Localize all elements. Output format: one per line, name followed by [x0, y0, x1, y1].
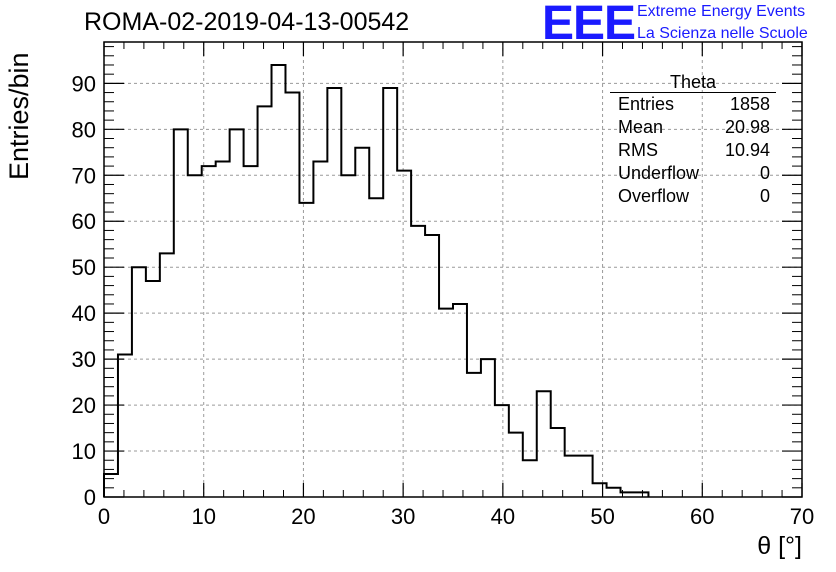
histogram-bin: [579, 456, 593, 497]
stats-row-underflow: Underflow 0: [610, 162, 776, 185]
histogram-bin: [593, 483, 607, 497]
histogram-bin: [411, 226, 425, 497]
stats-value: 10.94: [724, 140, 770, 160]
histogram-bin: [439, 309, 453, 497]
histogram-bin: [202, 166, 216, 497]
histogram-bin: [272, 65, 286, 497]
y-tick-label: 70: [72, 163, 96, 188]
histogram-bin: [244, 166, 258, 497]
grid-lines: [104, 42, 802, 497]
x-tick-label: 40: [491, 504, 515, 529]
histogram-bin: [118, 355, 132, 497]
x-tick-label: 10: [191, 504, 215, 529]
stats-label: Overflow: [618, 186, 690, 206]
histogram-bin: [495, 405, 509, 497]
y-tick-label: 0: [84, 485, 96, 510]
page-title: ROMA-02-2019-04-13-00542: [84, 8, 410, 36]
histogram-bin: [551, 428, 565, 497]
x-tick-label: 60: [690, 504, 714, 529]
stats-row-entries: Entries 1858: [610, 93, 776, 116]
y-tick-label: 60: [72, 209, 96, 234]
eee-logo: EEE: [542, 0, 636, 50]
y-tick-label: 80: [72, 117, 96, 142]
stats-value: 1858: [729, 94, 770, 114]
axis-ticks: [103, 42, 803, 498]
histogram-bin: [509, 433, 523, 497]
stats-label: RMS: [618, 140, 658, 160]
histogram-bin: [369, 198, 383, 497]
histogram-bin: [299, 203, 313, 497]
histogram-bin: [383, 88, 397, 497]
y-axis-label: Entries/bin: [4, 52, 34, 180]
stats-value: 0: [759, 186, 770, 206]
histogram-bin: [355, 148, 369, 497]
histogram-bin: [104, 474, 118, 497]
axis-tick-labels: 0 10 20 30 40 50 60 70 0 10 20 30 40 50 60 70 80 90: [72, 71, 815, 529]
stats-label: Underflow: [618, 163, 700, 183]
x-tick-label: 30: [391, 504, 415, 529]
histogram-bin: [258, 106, 272, 497]
histogram-bin: [327, 88, 341, 497]
stats-row-overflow: Overflow 0: [610, 185, 776, 208]
histogram-bin: [285, 93, 299, 497]
y-tick-label: 40: [72, 301, 96, 326]
stats-box-title: Theta: [610, 72, 776, 93]
histogram-bin: [313, 161, 327, 497]
histogram-bin: [565, 456, 579, 497]
histogram-bin: [160, 253, 174, 497]
histogram-bin: [397, 171, 411, 497]
histogram-bin: [146, 281, 160, 497]
y-tick-label: 20: [72, 393, 96, 418]
histogram-bin: [188, 175, 202, 497]
histogram-bin: [216, 161, 230, 497]
stats-row-rms: RMS 10.94: [610, 139, 776, 162]
histogram-bin: [523, 460, 537, 497]
y-tick-label: 30: [72, 347, 96, 372]
x-tick-label: 0: [98, 504, 110, 529]
y-tick-label: 90: [72, 71, 96, 96]
logo-subtitle-line1: Extreme Energy Events: [637, 3, 806, 20]
stats-row-mean: Mean 20.98: [610, 116, 776, 139]
y-tick-label: 50: [72, 255, 96, 280]
histogram-bin: [174, 129, 188, 497]
x-tick-label: 70: [790, 504, 814, 529]
histogram-bin: [230, 129, 244, 497]
histogram-bin: [481, 359, 495, 497]
x-tick-label: 20: [291, 504, 315, 529]
stats-value: 0: [759, 163, 770, 183]
histogram-bin: [341, 175, 355, 497]
x-axis-label: θ [°]: [757, 532, 802, 560]
histogram-line: [103, 63, 650, 497]
stats-value: 20.98: [724, 117, 770, 137]
histogram-bin: [425, 235, 439, 497]
histogram-bin: [132, 267, 146, 497]
y-tick-label: 10: [72, 439, 96, 464]
histogram-series: [103, 63, 650, 497]
stats-label: Mean: [618, 117, 664, 137]
plot-frame: [103, 41, 803, 498]
histogram-bin: [537, 391, 551, 497]
stats-label: Entries: [618, 94, 675, 114]
x-tick-label: 50: [590, 504, 614, 529]
histogram-bin: [467, 373, 481, 497]
histogram-bin: [607, 488, 621, 497]
stats-box: Theta Entries 1858 Mean 20.98 RMS 10.94 …: [610, 72, 776, 208]
histogram-bin: [453, 304, 467, 497]
logo-subtitle-line2: La Scienza nelle Scuole: [637, 25, 808, 42]
